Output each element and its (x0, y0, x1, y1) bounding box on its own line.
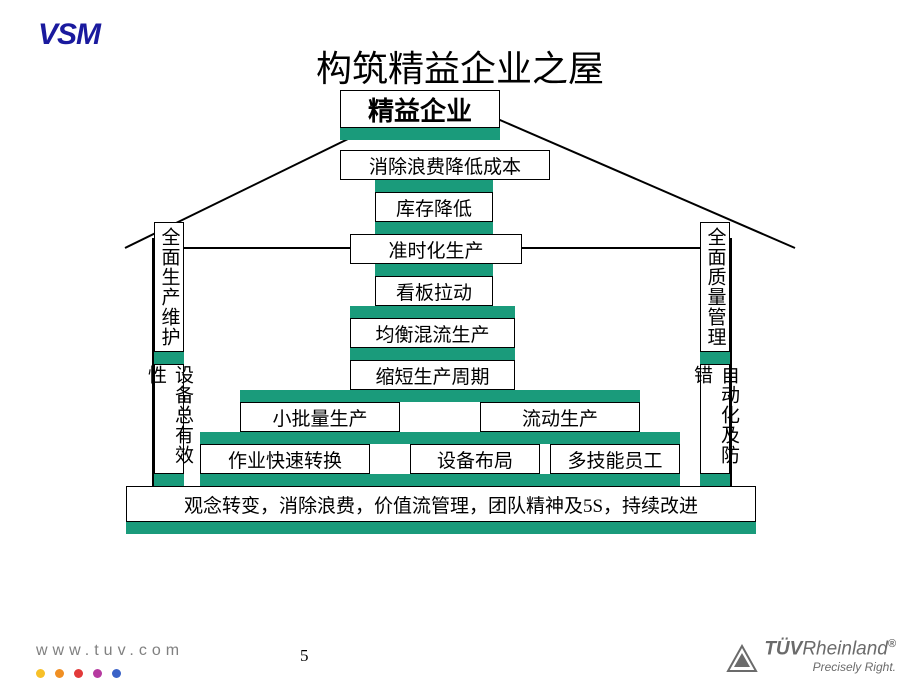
tuv-tagline: Precisely Right. (764, 660, 896, 674)
row-mid-box-0: 小批量生产 (240, 402, 400, 432)
center-bar-1 (375, 222, 493, 234)
foundation-bar (126, 522, 756, 534)
tuv-triangle-icon (726, 644, 758, 674)
pillar-left-box-1: 设备总有效性 (154, 364, 184, 474)
split-bar-mid (200, 432, 680, 444)
footer-dot-4 (112, 669, 121, 678)
footer-dot-3 (93, 669, 102, 678)
center-box-4: 均衡混流生产 (350, 318, 515, 348)
center-box-1: 库存降低 (375, 192, 493, 222)
pillar-right-bar-0 (700, 352, 730, 364)
center-bar-2 (375, 264, 493, 276)
footer-url: www.tuv.com (36, 642, 184, 660)
pillar-right-bar-1 (700, 474, 730, 486)
roof-top-box: 精益企业 (340, 90, 500, 128)
center-bar-0 (375, 180, 493, 192)
pillar-right-box-0: 全面质量管理 (700, 222, 730, 352)
pillar-right-box-1: 自动化及防错 (700, 364, 730, 474)
footer-dot-1 (55, 669, 64, 678)
page-number: 5 (300, 646, 309, 666)
tuv-logo: TÜVRheinland® Precisely Right. (726, 638, 896, 674)
roof-bar (340, 128, 500, 140)
center-box-3: 看板拉动 (375, 276, 493, 306)
footer-dot-2 (74, 669, 83, 678)
diagram-stage: 精益企业消除浪费降低成本库存降低准时化生产看板拉动均衡混流生产缩短生产周期小批量… (105, 80, 815, 620)
row-bottom-box-0: 作业快速转换 (200, 444, 370, 474)
bottom-bar (200, 474, 680, 486)
row-bottom-box-2: 多技能员工 (550, 444, 680, 474)
pillar-left-box-0: 全面生产维护 (154, 222, 184, 352)
center-box-5: 缩短生产周期 (350, 360, 515, 390)
center-bar-3 (350, 306, 515, 318)
row-mid-box-1: 流动生产 (480, 402, 640, 432)
footer-dots (36, 669, 121, 678)
tuv-reg: ® (888, 638, 896, 650)
pillar-left-bar-0 (154, 352, 184, 364)
center-bar-4 (350, 348, 515, 360)
pillar-left-bar-1 (154, 474, 184, 486)
tuv-bold: TÜV (764, 638, 802, 659)
split-bar-top (240, 390, 640, 402)
footer-dot-0 (36, 669, 45, 678)
center-box-2: 准时化生产 (350, 234, 522, 264)
row-bottom-box-1: 设备布局 (410, 444, 540, 474)
foundation-box: 观念转变，消除浪费，价值流管理，团队精神及5S，持续改进 (126, 486, 756, 522)
center-box-0: 消除浪费降低成本 (340, 150, 550, 180)
tuv-light: Rheinland (802, 638, 888, 659)
